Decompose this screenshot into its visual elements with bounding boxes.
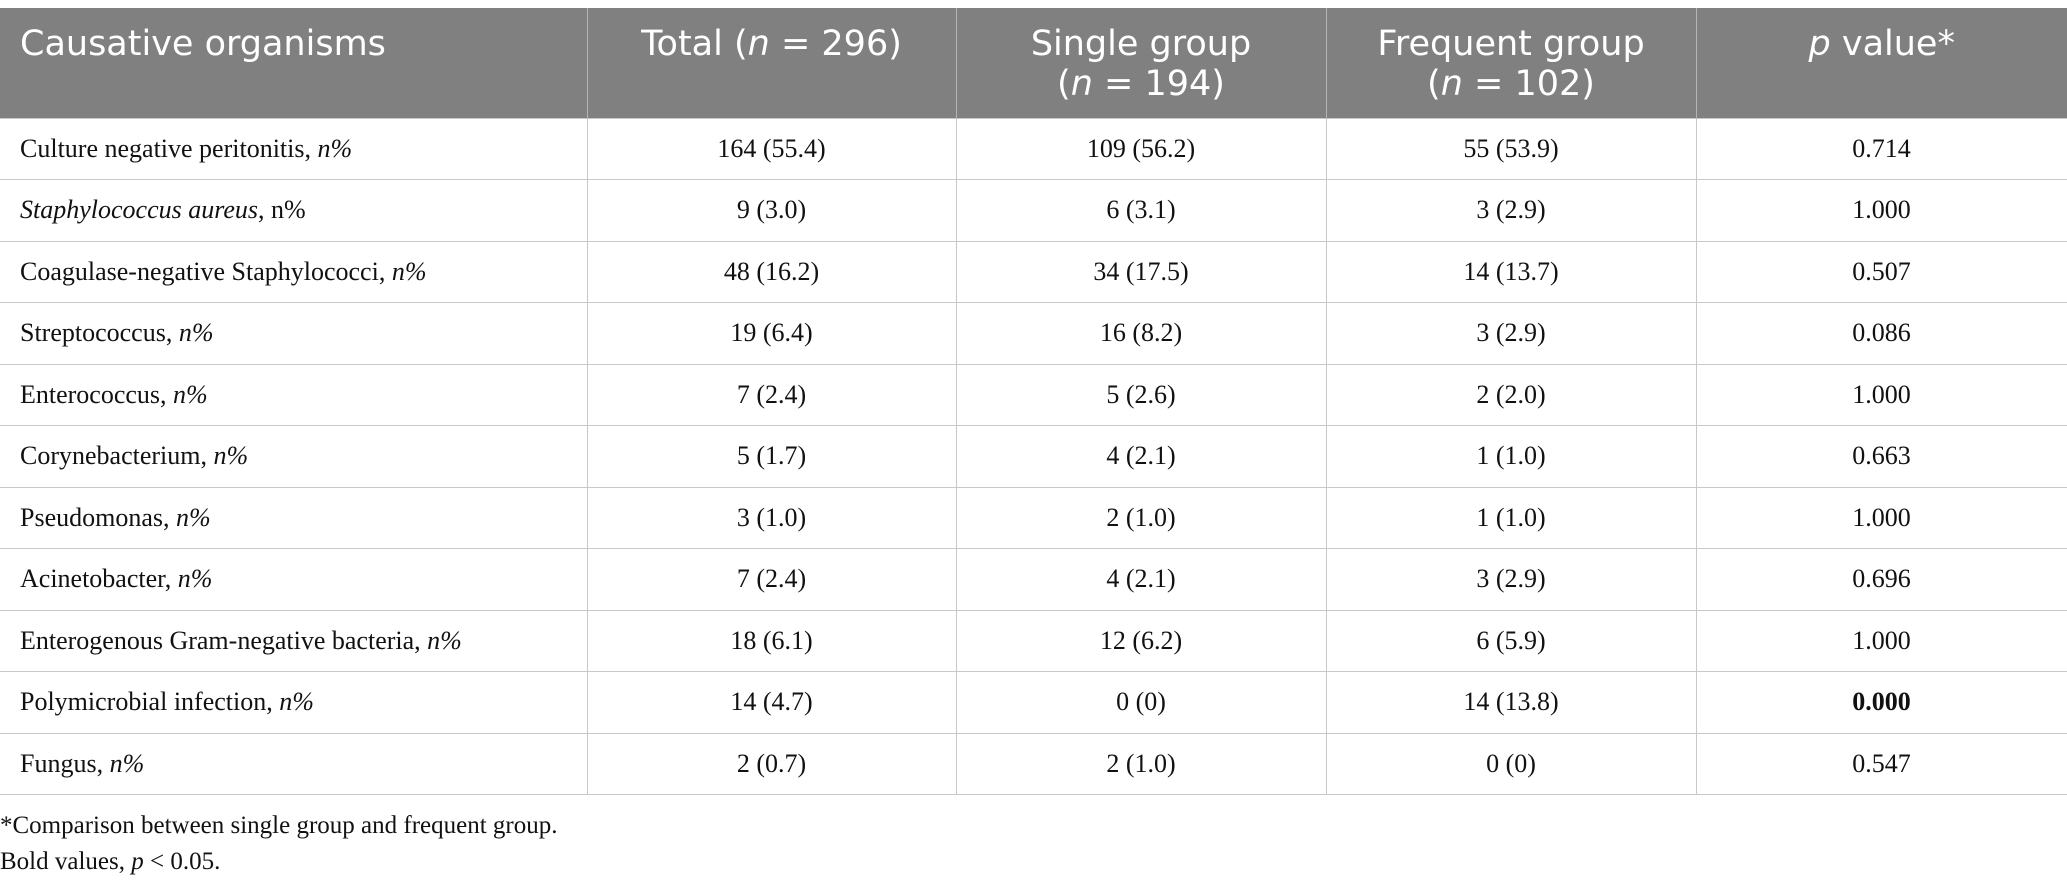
single-value: 109 (56.2) bbox=[955, 117, 1327, 180]
frequent-value: 3 (2.9) bbox=[1325, 179, 1697, 242]
frequent-value: 1 (1.0) bbox=[1325, 425, 1697, 488]
single-value: 6 (3.1) bbox=[955, 179, 1327, 242]
p-value: 0.507 bbox=[1695, 240, 2067, 303]
table-row: Coagulase-negative Staphylococci, n% 48 … bbox=[0, 240, 2067, 303]
table-row: Culture negative peritonitis, n% 164 (55… bbox=[0, 117, 2067, 180]
header-causative-organisms: Causative organisms bbox=[0, 8, 588, 118]
organism-name: Coagulase-negative Staphylococci, n% bbox=[0, 240, 588, 303]
table-container: Causative organisms Total (n = 296) Sing… bbox=[0, 8, 2067, 795]
p-value: 0.547 bbox=[1695, 732, 2067, 795]
organism-name: Streptococcus, n% bbox=[0, 302, 588, 365]
table-header: Causative organisms Total (n = 296) Sing… bbox=[0, 8, 2067, 118]
header-row: Causative organisms Total (n = 296) Sing… bbox=[0, 8, 2067, 118]
frequent-value: 3 (2.9) bbox=[1325, 548, 1697, 611]
total-value: 7 (2.4) bbox=[586, 363, 957, 426]
table-row: Streptococcus, n% 19 (6.4) 16 (8.2) 3 (2… bbox=[0, 302, 2067, 365]
single-value: 4 (2.1) bbox=[955, 425, 1327, 488]
total-value: 9 (3.0) bbox=[586, 179, 957, 242]
p-value: 1.000 bbox=[1695, 179, 2067, 242]
frequent-value: 14 (13.7) bbox=[1325, 240, 1697, 303]
table-row: Fungus, n% 2 (0.7) 2 (1.0) 0 (0) 0.547 bbox=[0, 732, 2067, 795]
p-value-significant: 0.000 bbox=[1695, 671, 2067, 734]
table-footnotes: *Comparison between single group and fre… bbox=[0, 808, 558, 880]
total-value: 48 (16.2) bbox=[586, 240, 957, 303]
organism-name: Staphylococcus aureus, n% bbox=[0, 179, 588, 242]
table-row: Pseudomonas, n% 3 (1.0) 2 (1.0) 1 (1.0) … bbox=[0, 486, 2067, 549]
p-value: 0.086 bbox=[1695, 302, 2067, 365]
single-value: 2 (1.0) bbox=[955, 486, 1327, 549]
footnote-bold-values: Bold values, p < 0.05. bbox=[0, 848, 221, 875]
total-value: 19 (6.4) bbox=[586, 302, 957, 365]
organism-name: Fungus, n% bbox=[0, 732, 588, 795]
organism-name: Enterococcus, n% bbox=[0, 363, 588, 426]
frequent-value: 2 (2.0) bbox=[1325, 363, 1697, 426]
header-p-value: p value* bbox=[1695, 8, 2067, 118]
table-row: Enterogenous Gram-negative bacteria, n% … bbox=[0, 609, 2067, 672]
single-value: 2 (1.0) bbox=[955, 732, 1327, 795]
table-row: Corynebacterium, n% 5 (1.7) 4 (2.1) 1 (1… bbox=[0, 425, 2067, 488]
frequent-value: 1 (1.0) bbox=[1325, 486, 1697, 549]
total-value: 164 (55.4) bbox=[586, 117, 957, 180]
table-row: Acinetobacter, n% 7 (2.4) 4 (2.1) 3 (2.9… bbox=[0, 548, 2067, 611]
total-value: 7 (2.4) bbox=[586, 548, 957, 611]
frequent-value: 3 (2.9) bbox=[1325, 302, 1697, 365]
frequent-value: 0 (0) bbox=[1325, 732, 1697, 795]
table-row: Staphylococcus aureus, n% 9 (3.0) 6 (3.1… bbox=[0, 179, 2067, 242]
p-value: 0.696 bbox=[1695, 548, 2067, 611]
organism-name: Polymicrobial infection, n% bbox=[0, 671, 588, 734]
single-value: 5 (2.6) bbox=[955, 363, 1327, 426]
single-value: 12 (6.2) bbox=[955, 609, 1327, 672]
organism-name: Pseudomonas, n% bbox=[0, 486, 588, 549]
p-value: 1.000 bbox=[1695, 363, 2067, 426]
organisms-table: Causative organisms Total (n = 296) Sing… bbox=[0, 8, 2067, 795]
organism-name: Culture negative peritonitis, n% bbox=[0, 117, 588, 180]
total-value: 5 (1.7) bbox=[586, 425, 957, 488]
p-value: 1.000 bbox=[1695, 486, 2067, 549]
total-value: 18 (6.1) bbox=[586, 609, 957, 672]
total-value: 14 (4.7) bbox=[586, 671, 957, 734]
total-value: 2 (0.7) bbox=[586, 732, 957, 795]
footnote-comparison: *Comparison between single group and fre… bbox=[0, 812, 558, 839]
frequent-value: 14 (13.8) bbox=[1325, 671, 1697, 734]
single-value: 4 (2.1) bbox=[955, 548, 1327, 611]
table-row: Polymicrobial infection, n% 14 (4.7) 0 (… bbox=[0, 671, 2067, 734]
frequent-value: 55 (53.9) bbox=[1325, 117, 1697, 180]
single-value: 0 (0) bbox=[955, 671, 1327, 734]
p-value: 1.000 bbox=[1695, 609, 2067, 672]
organism-name: Acinetobacter, n% bbox=[0, 548, 588, 611]
single-value: 16 (8.2) bbox=[955, 302, 1327, 365]
table-body: Culture negative peritonitis, n% 164 (55… bbox=[0, 117, 2067, 795]
p-value: 0.714 bbox=[1695, 117, 2067, 180]
organism-name: Enterogenous Gram-negative bacteria, n% bbox=[0, 609, 588, 672]
organism-name: Corynebacterium, n% bbox=[0, 425, 588, 488]
table-row: Enterococcus, n% 7 (2.4) 5 (2.6) 2 (2.0)… bbox=[0, 363, 2067, 426]
header-single-group: Single group (n = 194) bbox=[955, 8, 1327, 118]
total-value: 3 (1.0) bbox=[586, 486, 957, 549]
frequent-value: 6 (5.9) bbox=[1325, 609, 1697, 672]
p-value: 0.663 bbox=[1695, 425, 2067, 488]
header-frequent-group: Frequent group (n = 102) bbox=[1325, 8, 1697, 118]
single-value: 34 (17.5) bbox=[955, 240, 1327, 303]
header-total: Total (n = 296) bbox=[586, 8, 957, 118]
